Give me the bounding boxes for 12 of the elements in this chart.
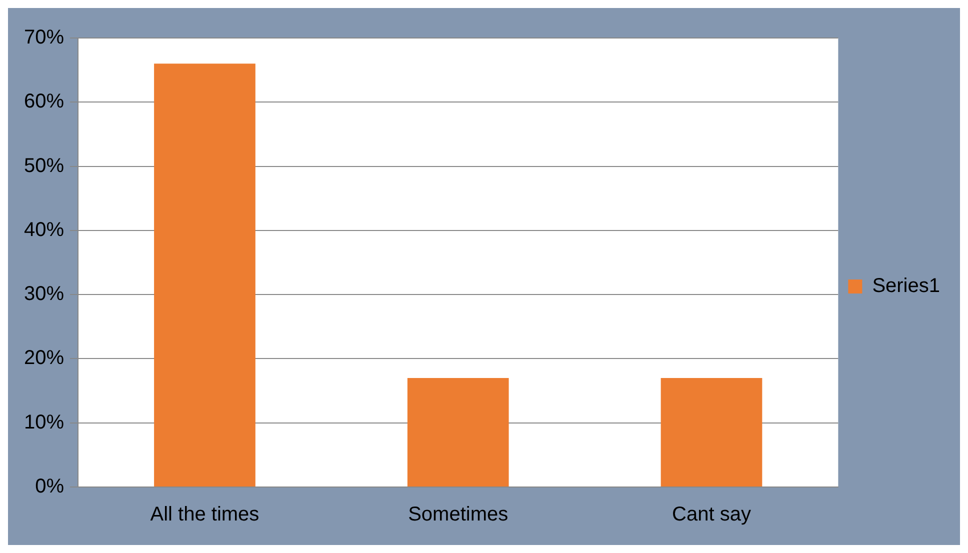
y-tick-label: 10% xyxy=(24,411,64,434)
y-tick-label: 0% xyxy=(35,476,64,498)
x-tick-label: All the times xyxy=(150,504,260,526)
y-tick-label: 40% xyxy=(24,218,64,241)
y-tick-label: 30% xyxy=(24,283,64,306)
y-tick-label: 50% xyxy=(24,154,64,177)
legend-label: Series1 xyxy=(872,275,940,298)
y-tick-label: 60% xyxy=(24,90,64,113)
y-tick-label: 20% xyxy=(24,347,64,370)
x-tick-label: Sometimes xyxy=(408,504,508,526)
y-tick-label: 70% xyxy=(24,26,64,49)
x-tick-label: Cant say xyxy=(672,504,751,526)
